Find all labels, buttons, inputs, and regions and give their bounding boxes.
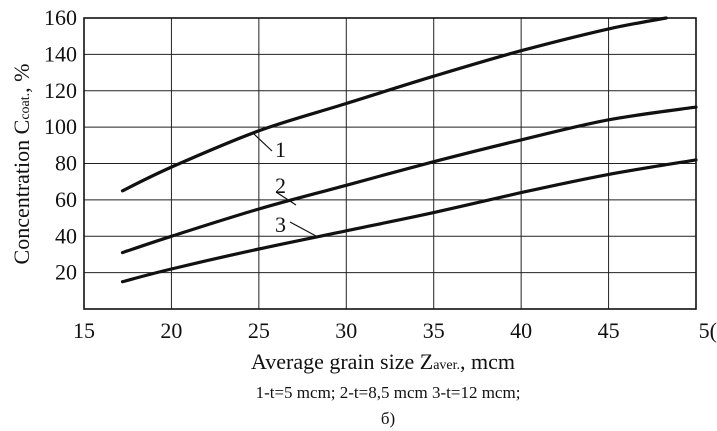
x-tick-label: 40 — [510, 318, 532, 343]
x-tick-label: 15 — [73, 318, 95, 343]
y-axis-title: Concentration Ccoat., % — [9, 64, 34, 265]
y-tick-label: 40 — [55, 223, 77, 248]
y-tick-label: 20 — [55, 260, 77, 285]
curve-series-1 — [120, 16, 668, 193]
x-axis-title-subscript: aver. — [433, 358, 460, 373]
y-tick-label: 140 — [44, 41, 77, 66]
x-tick-label: 25 — [248, 318, 270, 343]
grid-lines — [84, 18, 696, 309]
curve-label-1: 1 — [275, 137, 286, 162]
x-axis-title-unit: , mcm — [460, 349, 515, 374]
x-tick-label: 30 — [335, 318, 357, 343]
x-tick-label: 5( — [699, 318, 717, 343]
data-curves — [120, 16, 698, 284]
curve-series-2 — [120, 105, 698, 255]
curve-label-3: 3 — [275, 212, 286, 237]
legend-caption: 1-t=5 mcm; 2-t=8,5 mcm 3-t=12 mcm; — [256, 383, 521, 402]
x-tick-label: 20 — [160, 318, 182, 343]
y-tick-label: 60 — [55, 187, 77, 212]
curve-label-2: 2 — [275, 173, 286, 198]
x-tick-label: 35 — [423, 318, 445, 343]
plot-frame — [83, 17, 697, 310]
y-tick-label: 100 — [44, 114, 77, 139]
x-tick-label: 45 — [598, 318, 620, 343]
y-tick-labels: 20 40 60 80 100 120 140 160 — [44, 5, 77, 285]
y-tick-label: 80 — [55, 151, 77, 176]
y-tick-label: 120 — [44, 78, 77, 103]
curve-series-3 — [120, 158, 698, 284]
y-axis-title-subscript: coat. — [18, 93, 33, 120]
y-axis-title-unit: , % — [9, 64, 34, 93]
curve-label-leader — [253, 133, 273, 152]
figure-tag: б) — [381, 409, 395, 428]
curve-label-leader — [289, 221, 317, 237]
x-axis-title-main: Average grain size Z — [251, 349, 433, 374]
curve-label-leaders: 1 2 3 — [253, 133, 317, 237]
y-tick-label: 160 — [44, 5, 77, 30]
x-tick-labels: 15 20 25 30 35 40 45 5( — [73, 318, 717, 343]
y-axis-title-main: Concentration C — [9, 120, 34, 265]
curve-label-leader — [275, 191, 297, 206]
x-axis-title: Average grain size Zaver., mcm — [251, 349, 515, 374]
